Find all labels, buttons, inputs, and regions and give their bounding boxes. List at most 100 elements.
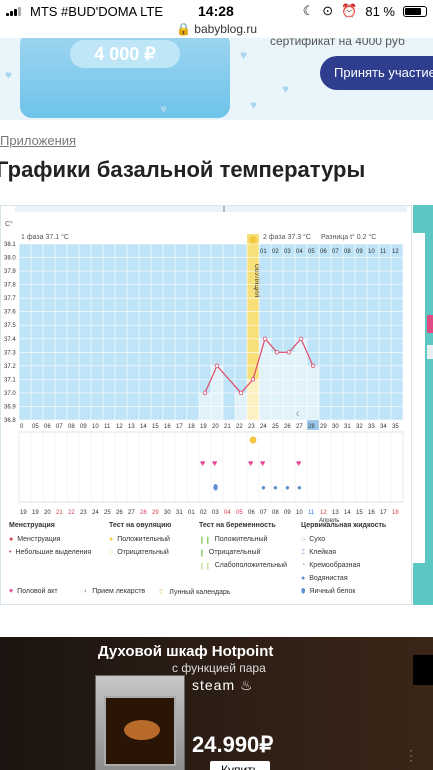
phase2-day-label: 06 (320, 249, 327, 255)
side-panel-edge[interactable] (413, 205, 433, 605)
phase2-day-label: 08 (344, 249, 351, 255)
legend-intercourse: ♥ Половой акт (9, 588, 58, 595)
y-tick-label: 37.8 (4, 283, 16, 289)
cervical-drop-icon: ● (273, 483, 278, 492)
ovulation-label: ОВУЛЯЦИЯ (253, 264, 259, 297)
buy-button[interactable]: Купить (210, 761, 270, 770)
legend-title: Менструация (9, 522, 55, 529)
brand-label: steam (192, 677, 236, 693)
date-label: 07 (260, 510, 267, 516)
participate-button[interactable]: Принять участие (320, 56, 433, 90)
legend-label: Менструация (17, 536, 61, 543)
heart-icon: ♥ (240, 48, 248, 62)
scroll-track (15, 206, 407, 212)
x-day-label: 26 (284, 424, 291, 430)
date-label: 09 (284, 510, 291, 516)
legend-label: Небольшие выделения (15, 549, 92, 556)
battery-percent: 81 % (365, 3, 395, 19)
y-tick-label: 38.1 (4, 242, 16, 248)
y-tick-label: 37.7 (4, 296, 16, 302)
temp-point (274, 350, 280, 355)
faint-line-icon: ❙❙ (199, 562, 211, 570)
temp-point (298, 336, 304, 341)
unit-label: C° (5, 220, 13, 228)
legend-label: Половой акт (17, 588, 58, 595)
y-tick-label: 37.4 (4, 337, 16, 343)
cervical-drop-icon: ⬮ (213, 483, 218, 492)
date-label: 14 (344, 510, 351, 516)
legend-label: Положительный (214, 536, 268, 543)
temp-point (214, 363, 220, 369)
legend-title: Тест на беременность (199, 522, 276, 529)
watery-icon: ● (301, 575, 306, 582)
breadcrumb[interactable]: Приложения (0, 133, 77, 148)
ovulation-band (247, 234, 259, 420)
more-icon[interactable]: ⋮ (404, 747, 418, 763)
legend-label: Сухо (309, 536, 326, 543)
y-tick-label: 36.9 (4, 404, 16, 410)
y-tick-label: 37.0 (4, 391, 16, 397)
y-tick-label: 37.2 (4, 364, 16, 370)
temp-point (202, 390, 208, 396)
heart-icon: ♥ (282, 82, 290, 96)
legend-label: Слабоположительный (214, 562, 288, 569)
sticky-icon: ⌶ (301, 548, 306, 556)
date-label: 17 (380, 510, 387, 516)
temp-diff-label: Разница t° 0.2 °C (321, 233, 376, 241)
date-label: 29 (152, 510, 159, 516)
legend-menstruation: Менструация ● Менструация • Небольшие выде… (9, 522, 91, 559)
legend-label: Положительный (117, 536, 170, 543)
advertisement[interactable]: Духовой шкаф Hotpoint с функцией пара st… (0, 637, 433, 770)
phase1-label: 1 фаза 37.1 °C (21, 233, 69, 241)
cervical-drop-icon: ● (297, 483, 302, 492)
x-day-label: 12 (116, 424, 123, 430)
date-label: 22 (68, 510, 75, 516)
date-label: 19 (20, 510, 27, 516)
legend-label: Прием лекарств (92, 588, 146, 595)
egg-white-icon: ⬮ (301, 587, 306, 595)
clock: 14:28 (198, 3, 234, 19)
drop-icon: ● (9, 536, 14, 543)
temp-bar (295, 338, 307, 420)
phase2-label: 2 фаза 37.3 °C (263, 233, 311, 241)
promo-banner[interactable]: 4 000 ₽ ♥ ♥ ♥ ♥ ♥ сертификат на 4000 руб… (0, 38, 433, 120)
legend-label: Отрицательный (208, 549, 261, 556)
pill-icon: ◐ (84, 588, 89, 595)
phase2-day-label: 02 (272, 249, 279, 255)
date-label: 13 (332, 510, 339, 516)
address-bar[interactable]: 🔒 babyblog.ru (0, 22, 433, 40)
x-day-label: 15 (152, 424, 159, 430)
carrier-label: MTS #BUD'DOMA LTE (30, 4, 163, 19)
date-label: 05 (236, 510, 243, 516)
date-label: 18 (392, 510, 399, 516)
x-day-label: 14 (140, 424, 147, 430)
sound-icon[interactable] (413, 655, 433, 685)
dry-icon: ○ (301, 536, 306, 543)
date-label: 06 (248, 510, 255, 516)
x-day-label: 22 (236, 424, 243, 430)
url-text: babyblog.ru (194, 22, 257, 36)
month-label: Апрель (319, 518, 339, 524)
x-day-label: 08 (68, 424, 75, 430)
date-label: 20 (44, 510, 51, 516)
small-drop-icon: • (9, 549, 12, 556)
x-day-label: 09 (80, 424, 87, 430)
date-label: 02 (200, 510, 207, 516)
heart-icon: ♥ (248, 458, 253, 468)
moon-icon: ☾ (302, 3, 315, 18)
page-title: Графики базальной температуры (0, 157, 366, 182)
legend-ovulation-test: Тест на овуляцию ● Положительный ○ Отрицат… (109, 522, 171, 559)
sun-empty-icon: ○ (109, 549, 114, 556)
temp-bar (271, 352, 283, 420)
legend-title: Тест на овуляцию (109, 522, 172, 529)
temp-point (262, 336, 268, 341)
x-day-label: 25 (272, 424, 279, 430)
date-label: 19 (32, 510, 39, 516)
temp-bar (247, 379, 259, 420)
y-tick-label: 37.9 (4, 269, 16, 275)
cervical-drop-icon: ● (285, 483, 290, 492)
y-tick-label: 37.3 (4, 350, 16, 356)
creamy-icon: ◔ (301, 562, 306, 569)
moon-icon: ☾ (296, 411, 301, 418)
temp-point (286, 350, 292, 355)
